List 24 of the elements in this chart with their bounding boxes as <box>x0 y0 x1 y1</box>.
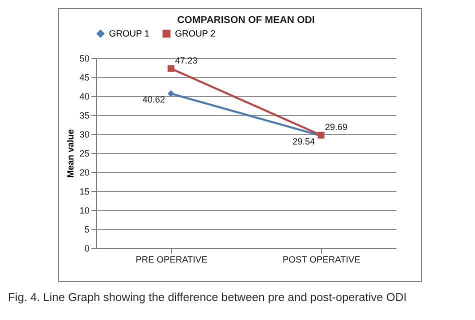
legend-label: GROUP 2 <box>175 28 216 39</box>
data-label: 47.23 <box>175 56 198 66</box>
y-tick-label: 50 <box>79 54 90 64</box>
y-tick-label: 20 <box>79 168 90 178</box>
data-label: 29.69 <box>325 122 348 132</box>
point <box>168 90 174 97</box>
point <box>168 65 174 72</box>
y-tick-label: 45 <box>79 72 90 82</box>
y-tick-label: 35 <box>79 110 90 120</box>
y-tick-label: 30 <box>79 130 90 140</box>
data-label: 40.62 <box>142 94 165 105</box>
chart-title: COMPARISON OF MEAN ODI <box>177 15 316 26</box>
x-tick-label: POST OPERATIVE <box>282 254 360 264</box>
legend-label: GROUP 1 <box>109 28 150 39</box>
y-tick-label: 15 <box>79 186 90 196</box>
caption: Fig. 4. Line Graph showing the difference between pre and post-operative ODI <box>8 292 407 304</box>
y-tick-label: 10 <box>79 206 90 216</box>
y-tick-label: 0 <box>84 244 90 254</box>
data-label: 29.54 <box>292 136 315 147</box>
y-tick-label: 5 <box>84 224 90 234</box>
y-axis-title: Mean value <box>65 129 76 178</box>
x-tick-label: PRE OPERATIVE <box>136 254 208 264</box>
y-tick-label: 25 <box>79 148 90 158</box>
y-tick-label: 40 <box>79 92 90 102</box>
